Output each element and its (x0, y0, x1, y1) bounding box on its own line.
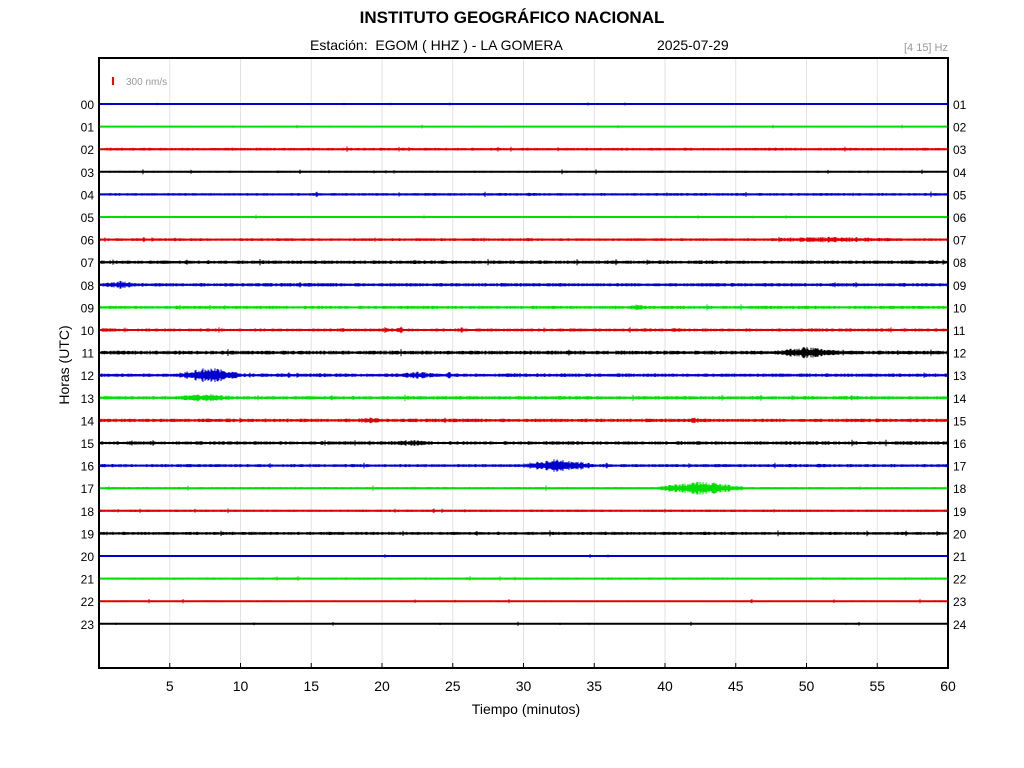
hour-label-right: 03 (953, 143, 967, 157)
x-tick-label: 5 (166, 678, 174, 694)
hour-label-right: 21 (953, 550, 967, 564)
x-tick-label: 50 (799, 678, 815, 694)
date-label: 2025-07-29 (657, 37, 729, 53)
y-axis-label: Horas (UTC) (56, 325, 72, 404)
hour-label-right: 02 (953, 121, 967, 135)
hour-label-left: 17 (81, 482, 95, 496)
x-tick-label: 10 (233, 678, 249, 694)
hour-label-right: 20 (953, 527, 967, 541)
hour-label-left: 13 (81, 392, 95, 406)
hour-label-left: 15 (81, 437, 95, 451)
hour-label-right: 04 (953, 166, 967, 180)
filter-label: [4 15] Hz (903, 42, 948, 54)
hour-label-right: 07 (953, 234, 967, 248)
hour-label-left: 00 (81, 98, 95, 112)
hour-label-left: 21 (81, 573, 95, 587)
hour-label-left: 19 (81, 527, 95, 541)
hour-label-right: 22 (953, 573, 967, 587)
x-tick-label: 15 (303, 678, 319, 694)
plot-frame (98, 57, 949, 669)
chart-title: INSTITUTO GEOGRÁFICO NACIONAL (359, 8, 665, 27)
scale-label: 300 nm/s (126, 77, 167, 88)
grid-lines (169, 58, 949, 668)
hour-label-left: 01 (81, 121, 95, 135)
hour-label-left: 07 (81, 256, 95, 270)
x-tick-label: 20 (374, 678, 390, 694)
x-tick-label: 55 (869, 678, 885, 694)
x-tick-label: 30 (516, 678, 532, 694)
hour-label-left: 02 (81, 143, 95, 157)
hour-label-left: 03 (81, 166, 95, 180)
hour-label-right: 11 (953, 324, 966, 338)
hour-label-left: 08 (81, 279, 95, 293)
hour-label-right: 23 (953, 595, 967, 609)
hour-label-left: 10 (81, 324, 95, 338)
hour-label-right: 24 (953, 618, 967, 632)
hour-label-right: 01 (953, 98, 967, 112)
station-label: Estación: EGOM ( HHZ ) - LA GOMERA (310, 37, 563, 53)
hour-label-right: 16 (953, 437, 967, 451)
scale-bar (112, 77, 114, 85)
hour-label-left: 06 (81, 234, 95, 248)
hour-label-right: 10 (953, 301, 967, 315)
x-tick-label: 40 (657, 678, 673, 694)
hour-label-right: 15 (953, 414, 967, 428)
hour-label-left: 18 (81, 505, 95, 519)
hour-label-right: 08 (953, 256, 967, 270)
hour-label-left: 04 (81, 188, 95, 202)
hour-label-right: 12 (953, 347, 967, 361)
hour-label-left: 23 (81, 618, 95, 632)
hour-label-right: 14 (953, 392, 967, 406)
x-tick-label: 35 (586, 678, 602, 694)
hour-label-right: 18 (953, 482, 967, 496)
hour-label-right: 06 (953, 211, 967, 225)
hour-label-left: 11 (82, 347, 95, 361)
hour-label-right: 13 (953, 369, 967, 383)
hour-label-left: 05 (81, 211, 95, 225)
x-axis-label: Tiempo (minutos) (472, 701, 580, 717)
hour-label-left: 20 (81, 550, 95, 564)
x-tick-label: 25 (445, 678, 461, 694)
hour-label-left: 14 (81, 414, 95, 428)
hour-label-right: 05 (953, 188, 967, 202)
hour-label-right: 09 (953, 279, 967, 293)
x-tick-label: 45 (728, 678, 744, 694)
hour-label-left: 16 (81, 460, 95, 474)
hour-label-left: 09 (81, 301, 95, 315)
hour-label-right: 19 (953, 505, 967, 519)
x-tick-label: 60 (940, 678, 956, 694)
hour-label-left: 22 (81, 595, 95, 609)
hour-label-right: 17 (953, 460, 967, 474)
axis-labels: 5 10 15 20 25 30 35 40 45 50 55 60 00 01 01 02 02 03 03 04 0… (81, 98, 967, 694)
hour-label-left: 12 (81, 369, 95, 383)
